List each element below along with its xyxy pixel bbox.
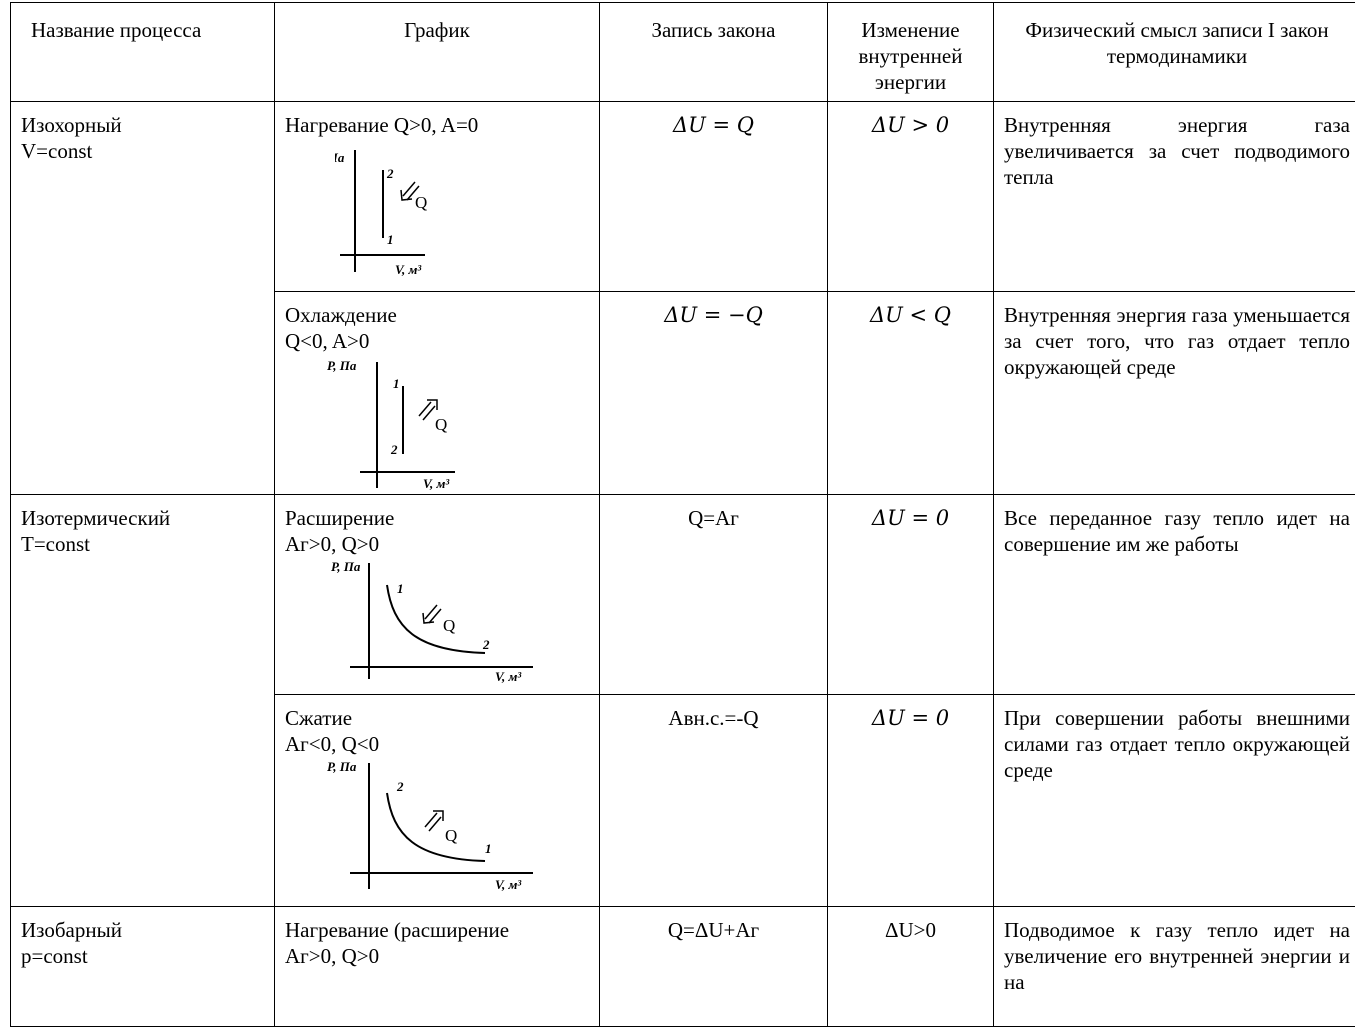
energy-cell: ΔU>0 [828,907,994,1027]
law-cell: Aвн.с.=-Q [600,695,828,907]
isothermal-expansion-plot: P, Па V, м³ 1 2 Q [305,557,535,683]
process-condition: p=const [21,943,264,969]
process-cell: Изохорный V=const [11,102,275,495]
thermodynamics-table: Название процесса График Запись закона И… [10,2,1355,1027]
energy-cell: ΔU = 0 [828,695,994,907]
meaning-cell: При совершении работы внешними силами га… [994,695,1355,907]
heat-label: Q [443,616,455,635]
energy-formula: ΔU>0 [885,918,936,942]
law-formula: Aвн.с.=-Q [668,706,758,730]
case-title: Нагревание (расширение [285,917,589,943]
process-condition: V=const [21,138,264,164]
case-conditions: Aг>0, Q>0 [285,531,589,557]
heat-label: Q [415,193,427,212]
graph-cell: Сжатие Aг<0, Q<0 P, Па V, м³ 2 1 Q [275,695,600,907]
point-label: 2 [482,637,490,652]
heat-arrow-icon [423,605,441,623]
point-label: 2 [396,779,404,794]
header-process: Название процесса [11,3,275,102]
law-cell: Q=ΔU+Aг [600,907,828,1027]
meaning-cell: Все переданное газу тепло идет на соверш… [994,495,1355,695]
meaning-cell: Подводимое к газу тепло идет на увеличен… [994,907,1355,1027]
heat-label: Q [435,415,447,434]
point-label: 1 [387,232,394,247]
table-row: Изохорный V=const Нагревание Q>0, A=0 P,… [11,102,1355,292]
process-cell: Изотермический T=const [11,495,275,907]
process-name: Изохорный [21,112,264,138]
meaning-cell: Внутренняя энергия газа увеличивается за… [994,102,1355,292]
case-title: Охлаждение [285,302,589,328]
x-axis-label: V, м³ [495,669,522,683]
graph-cell: Охлаждение Q<0, A>0 P, Па V, м³ 1 2 Q [275,292,600,495]
header-meaning: Физический смысл записи I закон термодин… [994,3,1355,102]
case-conditions: Aг<0, Q<0 [285,731,589,757]
header-energy: Изменение внутренней энергии [828,3,994,102]
isothermal-compression-plot: P, Па V, м³ 2 1 Q [305,757,535,891]
y-axis-label: P, Па [335,150,345,165]
process-cell: Изобарный p=const [11,907,275,1027]
process-name: Изотермический [21,505,264,531]
law-formula: ΔU = −Q [664,303,763,327]
header-law: Запись закона [600,3,828,102]
point-label: 1 [485,841,492,856]
isochoric-cooling-plot: P, Па V, м³ 1 2 Q [305,354,485,490]
energy-formula: ΔU = 0 [872,706,949,730]
point-label: 1 [397,581,404,596]
law-cell: Q=Aг [600,495,828,695]
header-graph: График [275,3,600,102]
energy-formula: ΔU < Q [870,303,951,327]
law-cell: ΔU = −Q [600,292,828,495]
table-row: Изобарный p=const Нагревание (расширение… [11,907,1355,1027]
isochoric-heating-plot: P, Па V, м³ 2 1 Q [335,140,495,280]
header-row: Название процесса График Запись закона И… [11,3,1355,102]
energy-cell: ΔU < Q [828,292,994,495]
y-axis-label: P, Па [331,559,361,574]
case-title: Расширение [285,505,589,531]
graph-cell: Нагревание Q>0, A=0 P, Па V, м³ 2 1 Q [275,102,600,292]
case-conditions: Aг>0, Q>0 [285,943,589,969]
point-label: 1 [393,376,400,391]
meaning-cell: Внутренняя энергия газа уменьшается за с… [994,292,1355,495]
y-axis-label: P, Па [327,358,357,373]
table-row: Изотермический T=const Расширение Aг>0, … [11,495,1355,695]
graph-cell: Нагревание (расширение Aг>0, Q>0 [275,907,600,1027]
energy-formula: ΔU = 0 [872,506,949,530]
process-name: Изобарный [21,917,264,943]
x-axis-label: V, м³ [495,877,522,891]
x-axis-label: V, м³ [423,476,450,490]
energy-formula: ΔU > 0 [872,113,949,137]
case-title: Нагревание Q>0, A=0 [285,112,589,138]
energy-cell: ΔU = 0 [828,495,994,695]
law-formula: Q=ΔU+Aг [668,918,759,942]
case-title: Сжатие [285,705,589,731]
x-axis-label: V, м³ [395,262,422,277]
point-label: 2 [386,166,394,181]
heat-label: Q [445,826,457,845]
law-formula: Q=Aг [688,506,739,530]
point-label: 2 [390,442,398,457]
y-axis-label: P, Па [327,759,357,774]
graph-cell: Расширение Aг>0, Q>0 P, Па V, м³ 1 2 Q [275,495,600,695]
energy-cell: ΔU > 0 [828,102,994,292]
process-condition: T=const [21,531,264,557]
case-conditions: Q<0, A>0 [285,328,589,354]
law-cell: ΔU = Q [600,102,828,292]
law-formula: ΔU = Q [673,113,754,137]
heat-arrow-icon [425,811,443,831]
